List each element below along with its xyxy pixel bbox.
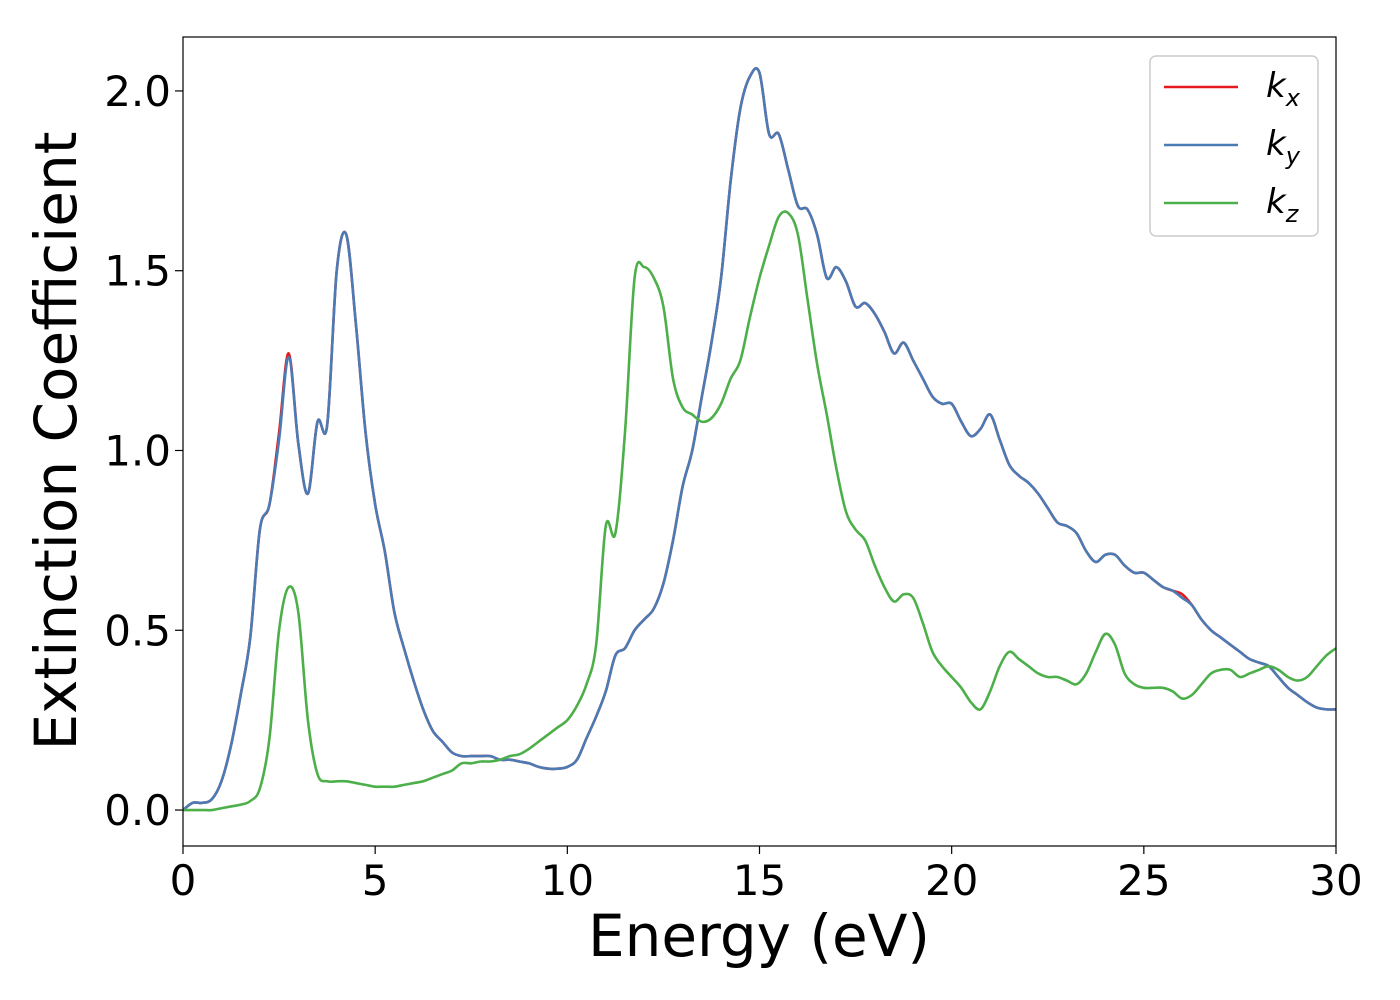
series-line-kz (183, 210, 1336, 812)
x-tick-label: 0 (170, 856, 197, 905)
series-layer (183, 67, 1336, 812)
y-tick-label: 0.0 (104, 786, 171, 835)
x-axis-label: Energy (eV) (588, 902, 930, 970)
x-tick-label: 10 (541, 856, 594, 905)
legend-label-ky: ky (1266, 124, 1301, 170)
series-line-ky (183, 67, 1336, 812)
x-tick-label: 15 (733, 856, 786, 905)
x-tick-label: 30 (1309, 856, 1362, 905)
y-axis-label: Extinction Coefficient (22, 132, 90, 751)
x-tick-label: 5 (362, 856, 389, 905)
y-tick-label: 1.5 (104, 247, 171, 296)
y-tick-label: 0.5 (104, 606, 171, 655)
y-axis-ticks: 0.0 0.5 1.0 1.5 2.0 (104, 67, 183, 835)
y-tick-label: 1.0 (104, 426, 171, 475)
x-tick-label: 25 (1117, 856, 1170, 905)
x-axis-ticks: 0 5 10 15 20 25 30 (170, 846, 1363, 905)
y-tick-label: 2.0 (104, 67, 171, 116)
legend-label-kx: kx (1266, 66, 1301, 112)
x-tick-label: 20 (925, 856, 978, 905)
